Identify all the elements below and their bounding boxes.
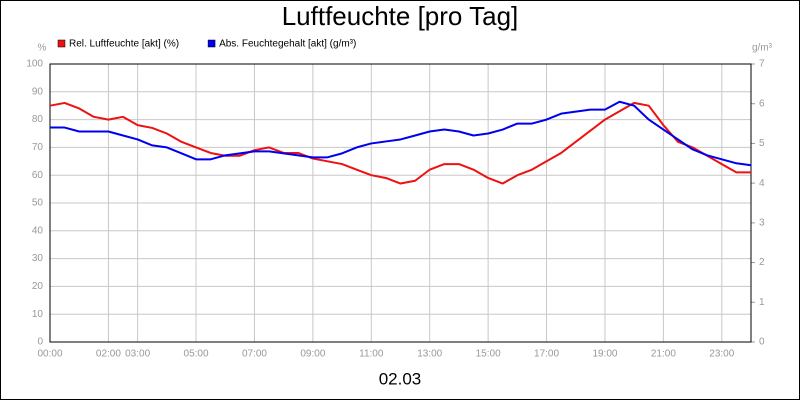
y-tick-label: 0 <box>37 337 43 348</box>
x-tick-label: 21:00 <box>651 349 676 360</box>
y2-tick-label: 4 <box>759 178 765 189</box>
y-tick-label: 100 <box>26 59 43 70</box>
y2-tick-label: 2 <box>759 257 765 268</box>
y2-tick-label: 3 <box>759 217 765 228</box>
y-tick-label: 60 <box>32 170 44 181</box>
x-tick-label: 19:00 <box>592 349 617 360</box>
legend-swatch <box>207 39 216 48</box>
y-tick-label: 70 <box>32 142 44 153</box>
x-tick-label: 07:00 <box>242 349 267 360</box>
y2-tick-label: 6 <box>759 98 765 109</box>
plot-border <box>49 63 752 343</box>
y-tick-label: 10 <box>32 309 44 320</box>
legend-label: Abs. Feuchtegehalt [akt] (g/m³) <box>219 39 356 50</box>
x-tick-label: 00:00 <box>37 349 62 360</box>
x-tick-label: 05:00 <box>184 349 209 360</box>
y2-axis-label: g/m³ <box>752 43 773 54</box>
x-tick-label: 09:00 <box>300 349 325 360</box>
x-tick-label: 02:00 <box>96 349 121 360</box>
x-tick-label: 17:00 <box>534 349 559 360</box>
y-tick-label: 20 <box>32 281 44 292</box>
y-axis-label: % <box>38 43 47 54</box>
legend-label: Rel. Luftfeuchte [akt] (%) <box>69 39 179 50</box>
y-tick-label: 80 <box>32 114 44 125</box>
x-tick-label: 13:00 <box>417 349 442 360</box>
y-tick-label: 90 <box>32 86 44 97</box>
y2-tick-label: 7 <box>759 59 765 70</box>
y2-tick-label: 1 <box>759 297 765 308</box>
series-line <box>49 101 751 185</box>
series-line <box>50 100 752 167</box>
legend-swatch <box>57 39 66 48</box>
y2-tick-label: 5 <box>759 138 765 149</box>
chart-title: Luftfeuchte [pro Tag] <box>282 1 519 31</box>
y-tick-label: 40 <box>32 225 44 236</box>
y2-tick-label: 0 <box>759 337 765 348</box>
y-tick-label: 50 <box>32 198 44 209</box>
x-tick-label: 03:00 <box>125 349 150 360</box>
x-tick-label: 15:00 <box>476 349 501 360</box>
x-tick-label: 11:00 <box>359 349 384 360</box>
x-axis-label: 02.03 <box>379 369 422 388</box>
x-tick-label: 23:00 <box>709 349 734 360</box>
y-tick-label: 30 <box>32 253 44 264</box>
